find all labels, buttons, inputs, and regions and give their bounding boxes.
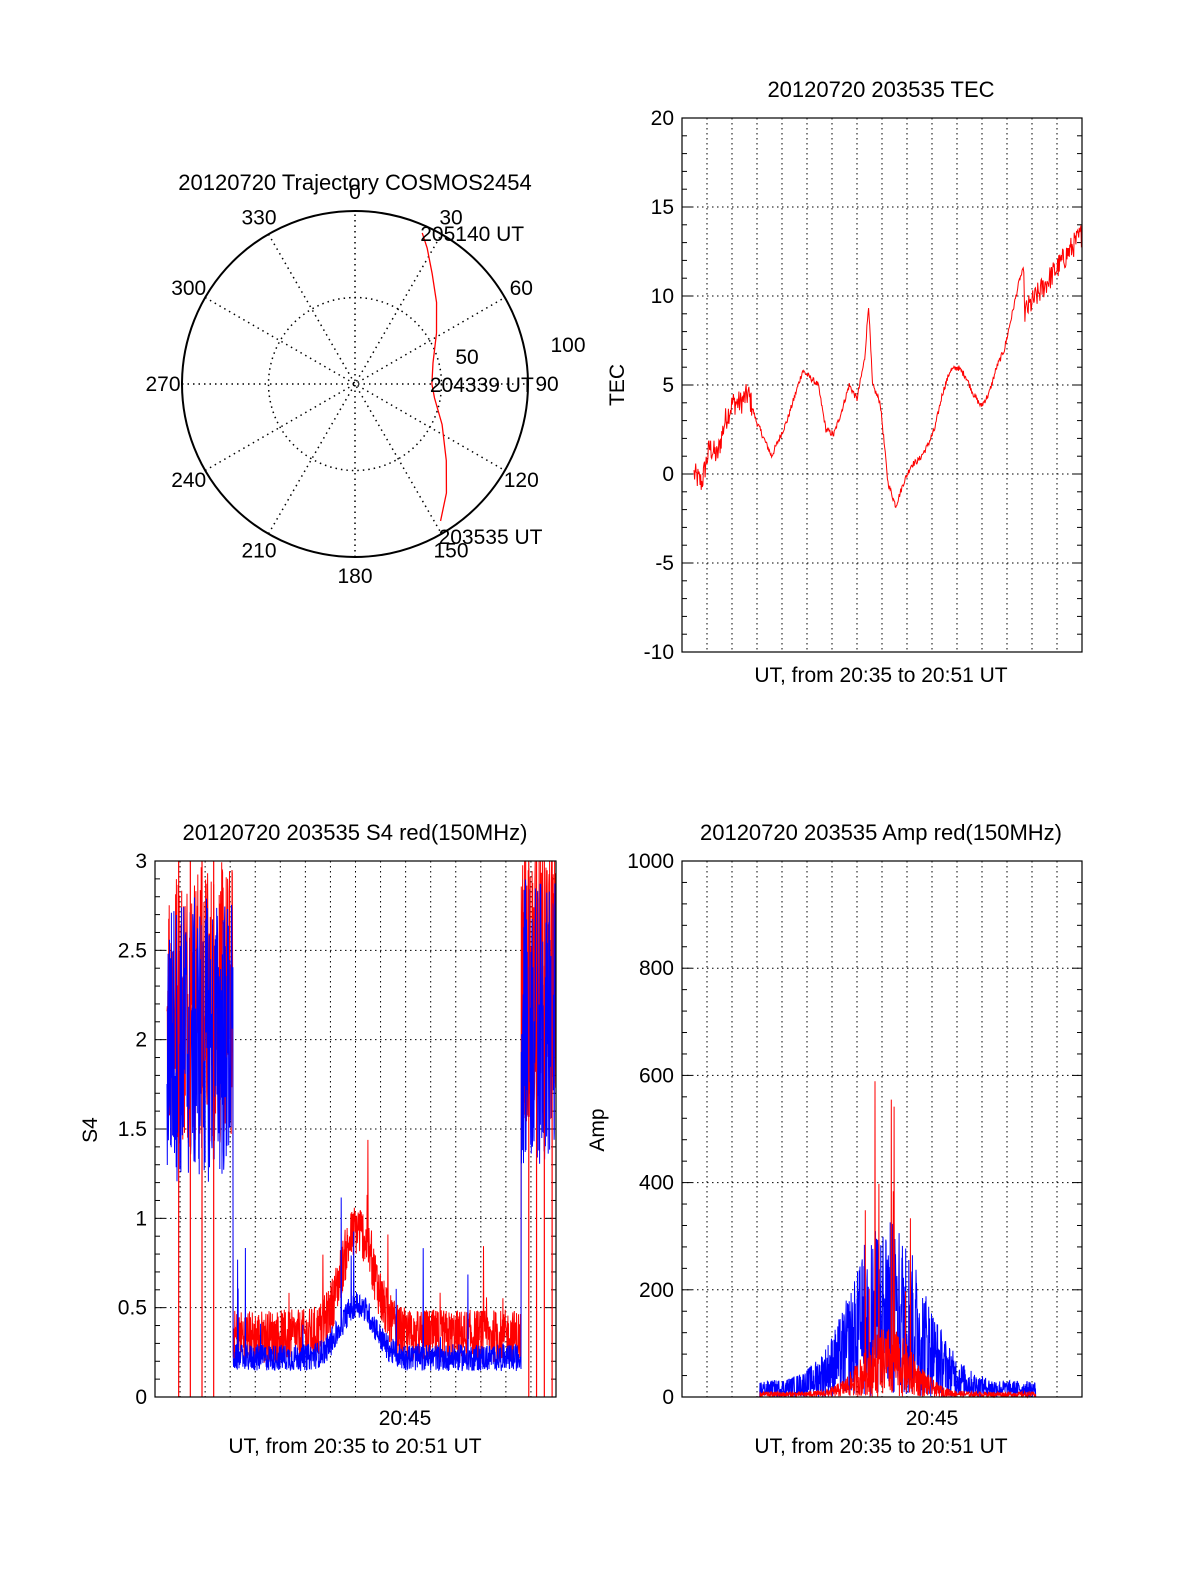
ytick-label: -10 — [644, 641, 674, 664]
s4-ylabel: S4 — [79, 1117, 102, 1143]
polar-angle-label: 270 — [145, 373, 180, 396]
polar-angle-label: 300 — [171, 277, 206, 300]
ytick-label: 3 — [135, 850, 147, 873]
trajectory-time-label: 203535 UT — [439, 526, 543, 549]
amp-plot: 20120720 203535 Amp red(150MHz) 20:45 UT… — [586, 820, 1083, 1458]
ytick-label: -5 — [655, 552, 674, 575]
polar-spoke — [267, 233, 443, 535]
ytick-label: 0 — [662, 1386, 674, 1409]
trajectory-series — [421, 232, 448, 522]
polar-angle-labels: 0 30 60 90 120 150 180 210 240 270 300 330 — [145, 181, 558, 588]
tec-grid — [682, 117, 1082, 653]
tec-plot: 20120720 203535 TEC UT, from 20:35 to 20… — [606, 77, 1083, 687]
s4-xtick-label: 20:45 — [379, 1407, 432, 1430]
s4-frame — [154, 860, 557, 1398]
tec-series — [693, 225, 1083, 509]
polar-grid — [181, 210, 529, 558]
amp-series — [694, 1081, 1082, 1399]
polar-angle-label: 60 — [510, 277, 533, 300]
s4-series — [166, 860, 557, 1397]
ytick-label: 5 — [662, 374, 674, 397]
ytick-label: 800 — [639, 957, 674, 980]
tec-yticks: -10 -5 0 5 10 15 20 — [644, 107, 674, 664]
tec-ylabel: TEC — [606, 364, 629, 406]
amp-line-blue — [694, 1222, 1082, 1398]
ytick-label: 0 — [135, 1386, 147, 1409]
amp-xtick-label: 20:45 — [906, 1407, 959, 1430]
trajectory-line — [421, 232, 448, 522]
ytick-label: 0.5 — [118, 1297, 147, 1320]
polar-angle-label: 240 — [171, 469, 206, 492]
amp-line-red — [694, 1081, 1082, 1399]
tec-title: 20120720 203535 TEC — [767, 77, 994, 102]
polar-angle-label: 330 — [241, 207, 276, 230]
polar-angle-label: 180 — [337, 565, 372, 588]
trajectory-annotations: 205140 UT 204339 UT 203535 UT — [420, 223, 542, 549]
amp-title: 20120720 203535 Amp red(150MHz) — [700, 820, 1062, 845]
s4-yticks: 0 0.5 1 1.5 2 2.5 3 — [118, 850, 147, 1409]
trajectory-polar-plot: 20120720 Trajectory COSMOS2454 0 30 60 90 12… — [145, 170, 585, 588]
ytick-label: 20 — [651, 107, 674, 130]
amp-ylabel: Amp — [586, 1108, 609, 1151]
ytick-label: 400 — [639, 1172, 674, 1195]
tec-frame — [681, 117, 1083, 653]
polar-angle-label: 150 — [433, 539, 468, 562]
polar-radius-label-50: 50 — [455, 346, 478, 369]
ytick-label: 10 — [651, 285, 674, 308]
s4-title: 20120720 203535 S4 red(150MHz) — [183, 820, 528, 845]
ytick-label: 2 — [135, 1029, 147, 1052]
s4-line-red — [166, 860, 557, 1364]
s4-line-blue — [166, 879, 557, 1372]
polar-spoke — [267, 233, 443, 535]
ytick-label: 2.5 — [118, 939, 147, 962]
polar-angle-label: 30 — [439, 207, 462, 230]
s4-xlabel: UT, from 20:35 to 20:51 UT — [228, 1435, 481, 1458]
ytick-label: 200 — [639, 1279, 674, 1302]
amp-xlabel: UT, from 20:35 to 20:51 UT — [754, 1435, 1007, 1458]
ytick-label: 1 — [135, 1207, 147, 1230]
polar-angle-label: 90 — [535, 373, 558, 396]
polar-angle-label: 210 — [241, 539, 276, 562]
tec-line — [693, 225, 1083, 509]
tec-xlabel: UT, from 20:35 to 20:51 UT — [754, 664, 1007, 687]
ytick-label: 15 — [651, 196, 674, 219]
trajectory-time-label: 205140 UT — [420, 223, 524, 246]
ytick-label: 1.5 — [118, 1118, 147, 1141]
amp-frame — [681, 860, 1083, 1398]
ytick-label: 1000 — [627, 850, 674, 873]
polar-angle-label: 120 — [504, 469, 539, 492]
trajectory-title: 20120720 Trajectory COSMOS2454 — [178, 170, 531, 195]
amp-yticks: 0 200 400 600 800 1000 — [627, 850, 674, 1409]
polar-inner-circle — [267, 296, 443, 472]
ytick-label: 0 — [662, 463, 674, 486]
polar-angle-label: 0 — [349, 181, 361, 204]
trajectory-time-label: 204339 UT — [430, 374, 534, 397]
polar-radius-label-100: 100 — [550, 334, 585, 357]
ytick-label: 600 — [639, 1064, 674, 1087]
s4-plot: 20120720 203535 S4 red(150MHz) 20:45 UT,… — [79, 820, 557, 1458]
